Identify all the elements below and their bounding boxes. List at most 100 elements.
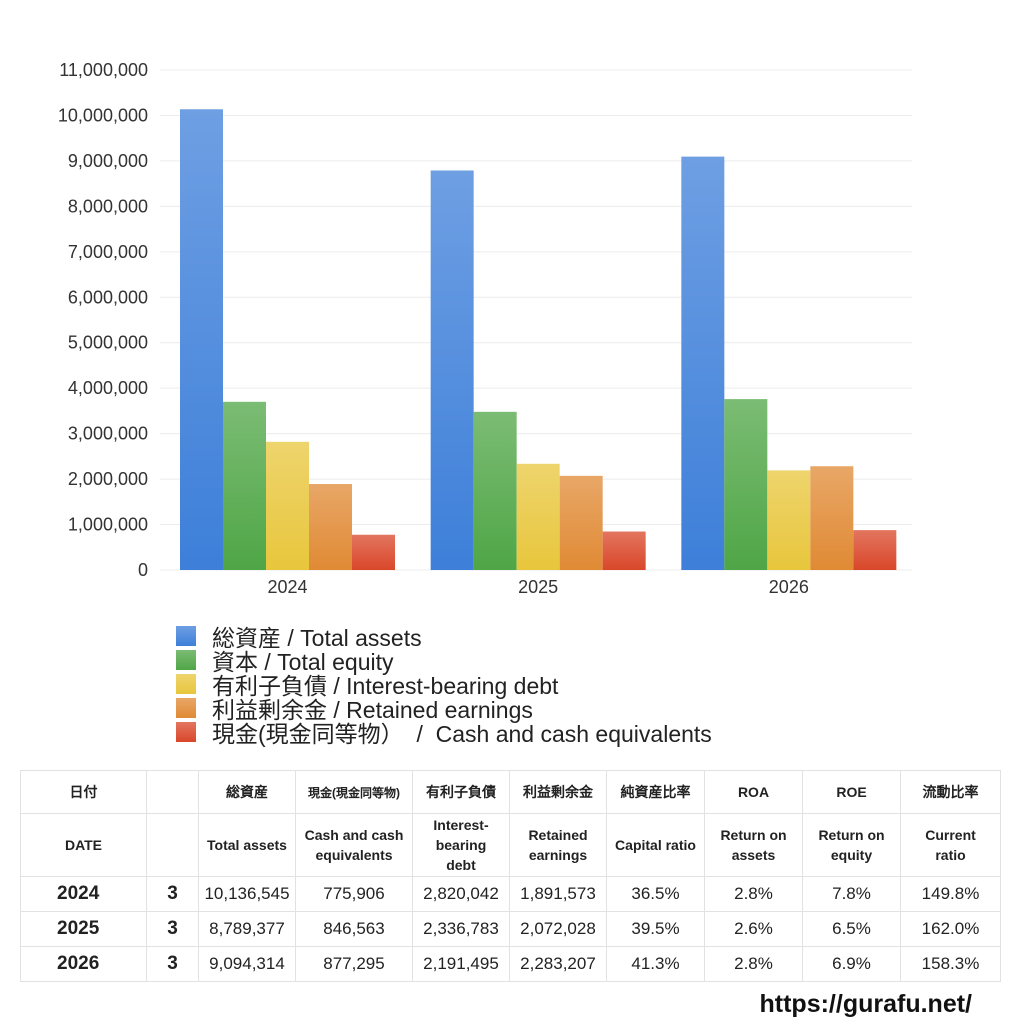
table-cell: 39.5% xyxy=(606,911,705,947)
y-tick-label: 8,000,000 xyxy=(68,196,148,216)
y-tick-label: 1,000,000 xyxy=(68,515,148,535)
bar xyxy=(473,411,517,570)
table-header-cell: Capital ratio xyxy=(606,813,705,877)
table-header-cell xyxy=(146,770,199,814)
table-cell: 7.8% xyxy=(802,876,901,912)
legend-label: 資本 / Total equity xyxy=(212,649,394,675)
table-cell-month: 3 xyxy=(146,946,199,982)
table-cell: 1,891,573 xyxy=(509,876,607,912)
table-header-cell: 流動比率 xyxy=(900,770,1001,814)
table-header-cell: ROE xyxy=(802,770,901,814)
x-tick-label: 2025 xyxy=(518,577,558,597)
table-header-cell: Total assets xyxy=(198,813,296,877)
bar xyxy=(352,534,395,570)
bar xyxy=(681,156,725,571)
y-tick-label: 2,000,000 xyxy=(68,469,148,489)
bar xyxy=(266,441,309,570)
bar xyxy=(309,484,352,570)
bar xyxy=(767,470,811,570)
table-cell: 775,906 xyxy=(295,876,413,912)
table-cell: 2,336,783 xyxy=(412,911,510,947)
table-header-cell: 総資産 xyxy=(198,770,296,814)
bar xyxy=(516,463,560,570)
x-tick-label: 2024 xyxy=(267,577,307,597)
table-cell: 2,283,207 xyxy=(509,946,607,982)
legend-item-cash: 現金(現金同等物） / Cash and cash equivalents xyxy=(176,720,712,747)
table-header-cell: Retained earnings xyxy=(509,813,607,877)
bar-chart: 11,000,000 10,000,000 9,000,000 8,000,000 7,… xyxy=(58,60,912,597)
table-cell: 149.8% xyxy=(900,876,1001,912)
legend-swatch xyxy=(176,650,196,670)
bar xyxy=(724,399,768,570)
bar xyxy=(430,170,474,571)
table-cell: 162.0% xyxy=(900,911,1001,947)
bar xyxy=(559,475,603,570)
table-header-cell: Interest- bearing debt xyxy=(412,813,510,877)
table-row: 2025 3 8,789,377 846,563 2,336,783 2,072… xyxy=(20,911,1001,947)
y-tick-label: 9,000,000 xyxy=(68,151,148,171)
table-cell-year: 2025 xyxy=(20,911,147,947)
table-row: 2024 3 10,136,545 775,906 2,820,042 1,89… xyxy=(20,876,1001,912)
legend-label: 有利子負債 / Interest-bearing debt xyxy=(212,673,559,699)
x-axis-ticks: 2024 2025 2026 xyxy=(267,577,808,597)
y-tick-label: 5,000,000 xyxy=(68,333,148,353)
table-cell: 36.5% xyxy=(606,876,705,912)
table-cell-month: 3 xyxy=(146,876,199,912)
y-axis-ticks: 11,000,000 10,000,000 9,000,000 8,000,000 7,… xyxy=(58,60,148,580)
y-tick-label: 7,000,000 xyxy=(68,242,148,262)
y-tick-label: 11,000,000 xyxy=(59,60,148,80)
table-cell: 6.5% xyxy=(802,911,901,947)
table-header-cell xyxy=(146,813,199,877)
table-cell: 9,094,314 xyxy=(198,946,296,982)
legend-label: 利益剰余金 / Retained earnings xyxy=(212,697,533,723)
table-header-cell: DATE xyxy=(20,813,147,877)
table-header-cell: 日付 xyxy=(20,770,147,814)
legend-swatch xyxy=(176,674,196,694)
chart-bars xyxy=(180,109,897,571)
legend-item-total-assets: 総資産 / Total assets xyxy=(176,624,712,651)
table-header-cell: 純資産比率 xyxy=(606,770,705,814)
x-tick-label: 2026 xyxy=(769,577,809,597)
table-header-en: DATE Total assets Cash and cash equivale… xyxy=(20,813,1001,877)
legend-swatch xyxy=(176,698,196,718)
table-row: 2026 3 9,094,314 877,295 2,191,495 2,283… xyxy=(20,946,1001,982)
table-cell-year: 2024 xyxy=(20,876,147,912)
table-header-cell: 有利子負債 xyxy=(412,770,510,814)
table-cell: 846,563 xyxy=(295,911,413,947)
legend-label: 現金(現金同等物） / Cash and cash equivalents xyxy=(212,721,712,747)
table-cell-year: 2026 xyxy=(20,946,147,982)
table-cell: 2,191,495 xyxy=(412,946,510,982)
chart-legend: 総資産 / Total assets 資本 / Total equity 有利子… xyxy=(176,624,712,747)
table-cell: 877,295 xyxy=(295,946,413,982)
table-header-cell: ROA xyxy=(704,770,803,814)
y-tick-label: 0 xyxy=(138,560,148,580)
table-cell: 2,072,028 xyxy=(509,911,607,947)
bar xyxy=(602,531,646,570)
site-url: https://gurafu.net/ xyxy=(759,990,972,1018)
table-header-cell: 利益剰余金 xyxy=(509,770,607,814)
legend-item-interest-bearing-debt: 有利子負債 / Interest-bearing debt xyxy=(176,672,712,699)
legend-swatch xyxy=(176,626,196,646)
table-cell: 2.8% xyxy=(704,946,803,982)
table-cell: 10,136,545 xyxy=(198,876,296,912)
table-header-cell: Return on equity xyxy=(802,813,901,877)
bar xyxy=(223,401,266,570)
y-tick-label: 3,000,000 xyxy=(68,424,148,444)
table-cell: 2.8% xyxy=(704,876,803,912)
table-cell: 158.3% xyxy=(900,946,1001,982)
table-cell: 6.9% xyxy=(802,946,901,982)
financial-table: 日付 総資産 現金(現金同等物) 有利子負債 利益剰余金 純資産比率 ROA R… xyxy=(20,770,1001,982)
bar xyxy=(180,109,223,570)
bar xyxy=(853,530,897,570)
bar xyxy=(810,466,854,570)
table-cell-month: 3 xyxy=(146,911,199,947)
table-header-jp: 日付 総資産 現金(現金同等物) 有利子負債 利益剰余金 純資産比率 ROA R… xyxy=(20,770,1001,814)
table-cell: 41.3% xyxy=(606,946,705,982)
y-tick-label: 4,000,000 xyxy=(68,378,148,398)
table-header-cell: Cash and cash equivalents xyxy=(295,813,413,877)
table-header-cell: Return on assets xyxy=(704,813,803,877)
y-tick-label: 6,000,000 xyxy=(68,287,148,307)
table-header-cell: Current ratio xyxy=(900,813,1001,877)
table-cell: 2,820,042 xyxy=(412,876,510,912)
table-cell: 2.6% xyxy=(704,911,803,947)
